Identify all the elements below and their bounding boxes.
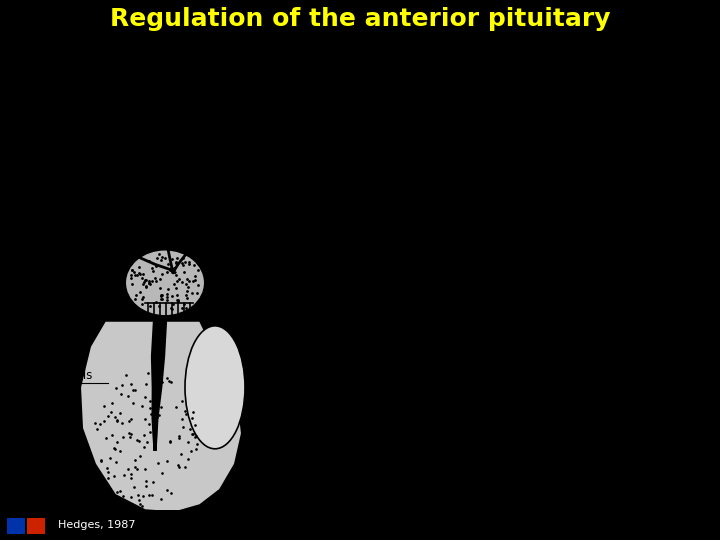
- Text: Posterior: Posterior: [255, 395, 307, 409]
- Text: tal vessels.: tal vessels.: [370, 269, 436, 282]
- Bar: [27, 518, 45, 534]
- Text: neurons  and  hypothalamo-hypophyseal  por-: neurons and hypothalamo-hypophyseal por-: [370, 254, 644, 267]
- Polygon shape: [80, 321, 242, 512]
- Bar: [7, 518, 25, 534]
- Text: Hedges, 1987: Hedges, 1987: [58, 520, 135, 530]
- Text: Pituitary: Pituitary: [255, 410, 305, 423]
- Circle shape: [220, 116, 250, 146]
- Text: Pituitary: Pituitary: [8, 463, 66, 476]
- Text: Anterior: Anterior: [8, 449, 63, 462]
- Text: Regulation of the anterior pituitary: Regulation of the anterior pituitary: [109, 8, 611, 31]
- Ellipse shape: [125, 249, 205, 316]
- Text: Hypothalamus: Hypothalamus: [230, 75, 320, 87]
- Text: Median: Median: [210, 265, 253, 278]
- Circle shape: [132, 103, 168, 139]
- Text: FIGURE 5–1.: FIGURE 5–1.: [370, 239, 450, 252]
- Text: Hypothalamic  neurosecretory: Hypothalamic neurosecretory: [430, 239, 613, 252]
- Circle shape: [53, 139, 97, 184]
- Text: Eminence: Eminence: [210, 278, 268, 291]
- Text: Portal: Portal: [50, 355, 84, 368]
- Ellipse shape: [185, 326, 245, 449]
- Text: Vessels: Vessels: [50, 369, 94, 382]
